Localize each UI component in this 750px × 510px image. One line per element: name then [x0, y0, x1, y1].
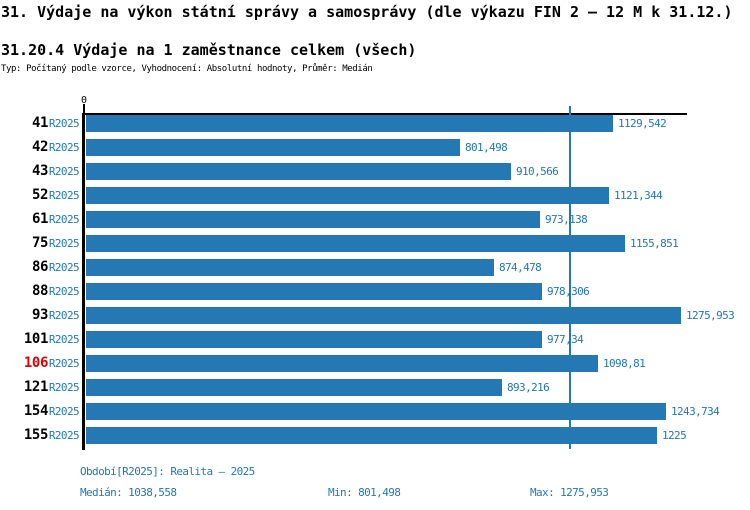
chart-meta-line: Typ: Počítaný podle vzorce, Vyhodnocení:… [1, 64, 373, 74]
category-label: 154 [23, 403, 48, 419]
bar-value-label: 1243,734 [671, 405, 720, 418]
footer-median: Medián: 1038,558 [80, 486, 177, 499]
category-label: 42 [31, 139, 48, 155]
bar-value-label: 801,498 [465, 141, 508, 154]
bar-value-label: 973,138 [545, 213, 588, 226]
category-label: 52 [31, 187, 48, 203]
chart-title: 31.20.4 Výdaje na 1 zaměstnance celkem (… [1, 41, 417, 59]
series-label: R2025 [48, 285, 80, 298]
category-label: 88 [31, 283, 48, 299]
series-label: R2025 [48, 333, 80, 346]
bar [86, 139, 460, 156]
x-axis-origin-label: 0 [80, 95, 88, 106]
bar-value-label: 1155,851 [630, 237, 679, 250]
bar-value-label: 978,306 [547, 285, 590, 298]
series-label: R2025 [48, 237, 80, 250]
bar [86, 235, 625, 252]
bar [86, 403, 666, 420]
bar [86, 115, 613, 132]
category-label: 86 [31, 259, 48, 275]
series-label: R2025 [48, 261, 80, 274]
bar [86, 187, 609, 204]
series-label: R2025 [48, 381, 80, 394]
bar [86, 283, 542, 300]
series-label: R2025 [48, 213, 80, 226]
bar [86, 331, 542, 348]
bar [86, 259, 494, 276]
x-axis-line [83, 113, 687, 115]
series-label: R2025 [48, 429, 80, 442]
category-label: 101 [23, 331, 48, 347]
bar [86, 163, 511, 180]
bar-value-label: 1225 [662, 429, 687, 442]
bar-value-label: 1121,344 [614, 189, 663, 202]
category-label: 61 [31, 211, 48, 227]
bar [86, 307, 681, 324]
category-label: 75 [31, 235, 48, 251]
bar [86, 427, 657, 444]
bar [86, 355, 598, 372]
series-label: R2025 [48, 309, 80, 322]
bar-value-label: 1275,953 [686, 309, 735, 322]
series-label: R2025 [48, 405, 80, 418]
report-title: 31. Výdaje na výkon státní správy a samo… [1, 3, 733, 21]
median-line [569, 106, 571, 449]
bar-value-label: 977,34 [547, 333, 584, 346]
category-label: 93 [31, 307, 48, 323]
category-label: 43 [31, 163, 48, 179]
series-label: R2025 [48, 189, 80, 202]
footer-min: Min: 801,498 [328, 486, 401, 499]
category-label: 41 [31, 115, 48, 131]
bar-value-label: 910,566 [516, 165, 559, 178]
bar-value-label: 893,216 [507, 381, 550, 394]
category-label: 121 [23, 379, 48, 395]
category-label: 106 [23, 355, 48, 371]
bar-value-label: 874,478 [499, 261, 542, 274]
footer-period: Období[R2025]: Realita – 2025 [80, 465, 255, 478]
footer-max: Max: 1275,953 [530, 486, 609, 499]
series-label: R2025 [48, 117, 80, 130]
series-label: R2025 [48, 141, 80, 154]
bar-value-label: 1129,542 [618, 117, 667, 130]
x-axis-tick [83, 104, 85, 113]
series-label: R2025 [48, 357, 80, 370]
bar [86, 211, 540, 228]
bar-value-label: 1098,81 [603, 357, 646, 370]
y-axis-line [82, 113, 85, 450]
bar [86, 379, 502, 396]
category-label: 155 [23, 427, 48, 443]
series-label: R2025 [48, 165, 80, 178]
